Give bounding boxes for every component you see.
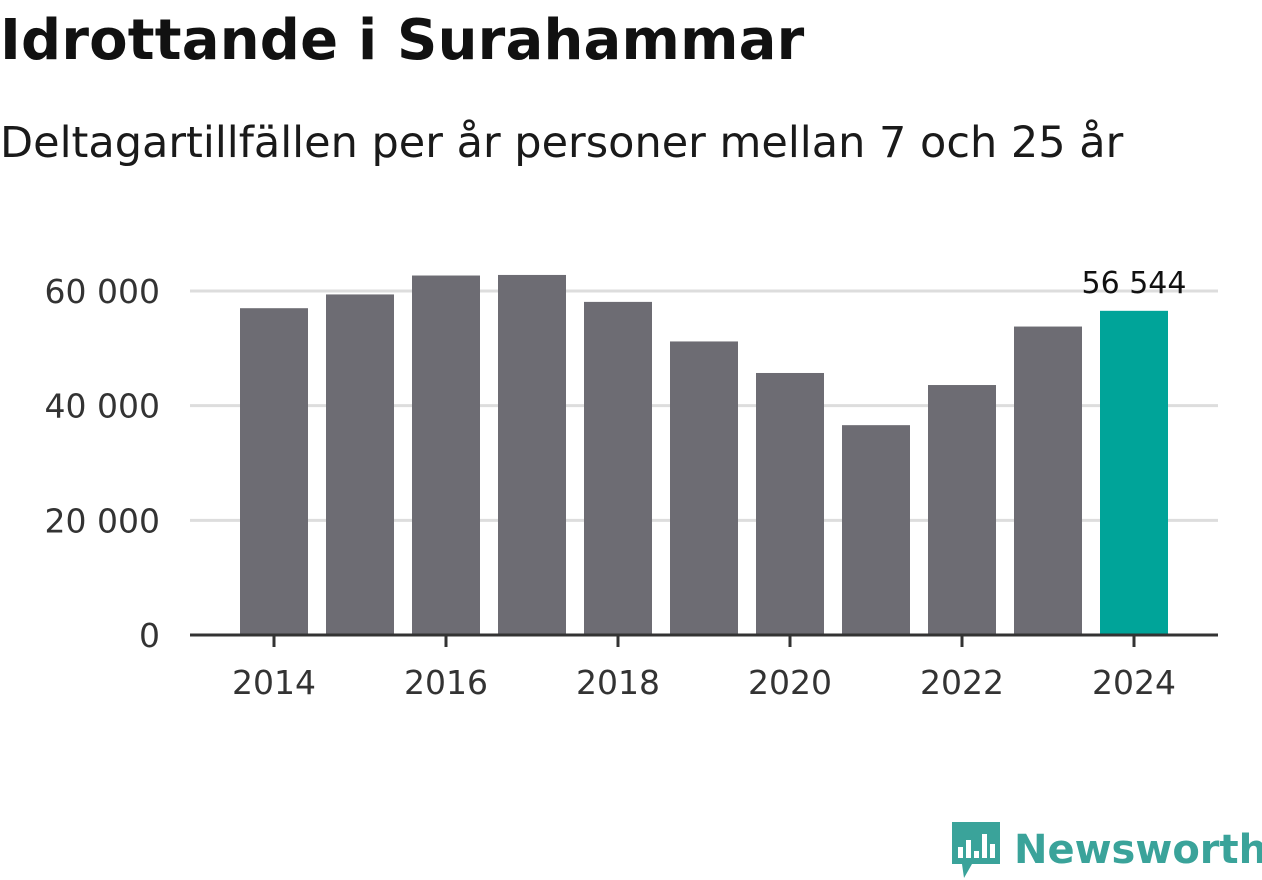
bar: [842, 425, 910, 635]
x-tick-label: 2024: [1092, 663, 1176, 702]
newsworthy-logo-icon: [952, 822, 1000, 878]
y-tick-label: 60 000: [45, 272, 160, 311]
bar: [498, 274, 566, 635]
bar: [412, 275, 480, 635]
bar: [1014, 326, 1082, 635]
data-label: 56 544: [1082, 266, 1187, 301]
bar: [584, 301, 652, 635]
chart-title: Idrottande i Surahammar: [0, 8, 805, 73]
x-tick-label: 2022: [920, 663, 1004, 702]
y-tick-label: 20 000: [45, 501, 160, 540]
y-tick-label: 40 000: [45, 387, 160, 426]
x-tick-label: 2016: [404, 663, 488, 702]
x-tick-label: 2020: [748, 663, 832, 702]
newsworthy-logo[interactable]: Newsworthy: [950, 820, 1262, 880]
bar: [756, 372, 824, 635]
bar: [670, 341, 738, 635]
bar-highlight: [1100, 310, 1168, 635]
bar: [240, 308, 308, 635]
brand-name: Newsworthy: [1014, 827, 1262, 873]
x-tick-label: 2014: [232, 663, 316, 702]
x-tick-label: 2018: [576, 663, 660, 702]
chart-subtitle: Deltagartillfällen per år personer mella…: [0, 118, 1124, 168]
y-tick-label: 0: [139, 616, 160, 655]
bar: [928, 385, 996, 635]
bar: [326, 294, 394, 635]
